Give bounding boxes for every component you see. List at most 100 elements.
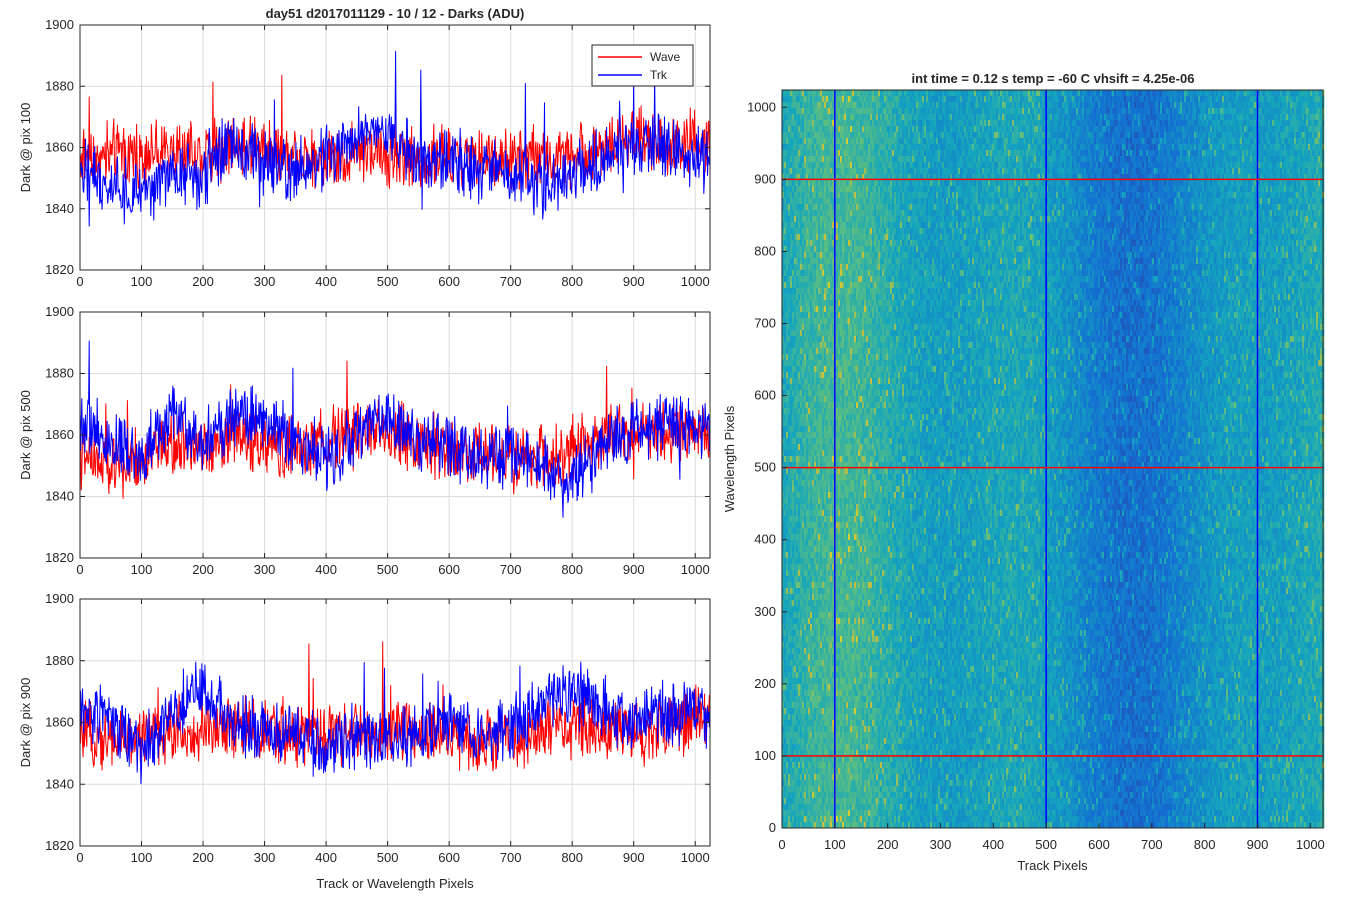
heatmap-cell bbox=[852, 228, 855, 235]
heatmap-cell bbox=[838, 744, 841, 751]
heatmap-cell bbox=[838, 522, 841, 529]
heatmap-cell bbox=[852, 816, 855, 823]
heatmap-cell bbox=[828, 186, 831, 193]
heatmap-cell bbox=[830, 126, 833, 133]
heatmap-cell bbox=[800, 132, 803, 139]
heatmap-cell bbox=[814, 276, 817, 283]
heatmap-cell bbox=[830, 756, 833, 763]
heatmap-cell bbox=[796, 642, 799, 649]
heatmap-cell bbox=[820, 582, 823, 589]
heatmap-cell bbox=[794, 498, 797, 505]
heatmap-cell bbox=[802, 144, 805, 151]
heatmap-cell bbox=[808, 786, 811, 793]
heatmap-cell bbox=[832, 180, 835, 187]
heatmap-cell bbox=[828, 690, 831, 697]
heatmap-cell bbox=[844, 174, 847, 181]
heatmap-cell bbox=[840, 684, 843, 691]
x-tick-label: 800 bbox=[561, 274, 583, 289]
heatmap-cell bbox=[792, 426, 795, 433]
heatmap-cell bbox=[840, 390, 843, 397]
heatmap-cell bbox=[836, 312, 839, 319]
heatmap-cell bbox=[786, 816, 789, 823]
heatmap-cell bbox=[856, 96, 859, 103]
heatmap-cell bbox=[858, 126, 861, 133]
heatmap-cell bbox=[844, 336, 847, 343]
heatmap-cell bbox=[796, 342, 799, 349]
heatmap-cell bbox=[824, 222, 827, 229]
heatmap-cell bbox=[828, 330, 831, 337]
heatmap-cell bbox=[842, 492, 845, 499]
heatmap-cell bbox=[818, 552, 821, 559]
heatmap-cell bbox=[826, 618, 829, 625]
heatmap-cell bbox=[806, 318, 809, 325]
heatmap-cell bbox=[808, 354, 811, 361]
heatmap-cell bbox=[820, 456, 823, 463]
heatmap-cell bbox=[804, 648, 807, 655]
heatmap-cell bbox=[850, 132, 853, 139]
heatmap-cell bbox=[826, 552, 829, 559]
heatmap-cell bbox=[848, 108, 851, 115]
heatmap-cell bbox=[786, 516, 789, 523]
heatmap-cell bbox=[822, 756, 825, 763]
heatmap-cell bbox=[858, 414, 861, 421]
heatmap-cell bbox=[792, 468, 795, 475]
heatmap-cell bbox=[782, 114, 785, 121]
heatmap-cell bbox=[786, 336, 789, 343]
heatmap-cell bbox=[846, 564, 849, 571]
heatmap-cell bbox=[854, 558, 857, 565]
heatmap-cell bbox=[822, 414, 825, 421]
heatmap-cell bbox=[846, 486, 849, 493]
heatmap-cell bbox=[784, 318, 787, 325]
heatmap-cell bbox=[830, 690, 833, 697]
heatmap-cell bbox=[832, 330, 835, 337]
heatmap-cell bbox=[796, 468, 799, 475]
heatmap-cell bbox=[824, 270, 827, 277]
heatmap-cell bbox=[792, 492, 795, 499]
heatmap-cell bbox=[856, 768, 859, 775]
heatmap-cell bbox=[808, 132, 811, 139]
heatmap-cell bbox=[818, 642, 821, 649]
heatmap-cell bbox=[824, 750, 827, 757]
heatmap-cell bbox=[798, 624, 801, 631]
heatmap-cell bbox=[854, 342, 857, 349]
heatmap-cell bbox=[816, 780, 819, 787]
heatmap-cell bbox=[802, 162, 805, 169]
heatmap-cell bbox=[786, 282, 789, 289]
heatmap-cell bbox=[840, 594, 843, 601]
heatmap-cell bbox=[808, 150, 811, 157]
heatmap-cell bbox=[806, 276, 809, 283]
heatmap-cell bbox=[848, 270, 851, 277]
heatmap-cell bbox=[856, 102, 859, 109]
heatmap-cell bbox=[810, 666, 813, 673]
heatmap-cell bbox=[844, 462, 847, 469]
heatmap-cell bbox=[810, 282, 813, 289]
heatmap-cell bbox=[786, 438, 789, 445]
heatmap-cell bbox=[824, 822, 827, 829]
heatmap-cell bbox=[846, 468, 849, 475]
heatmap-cell bbox=[788, 240, 791, 247]
heatmap-cell bbox=[802, 192, 805, 199]
heatmap-cell bbox=[838, 396, 841, 403]
heatmap-cell bbox=[786, 762, 789, 769]
heatmap-cell bbox=[790, 402, 793, 409]
heatmap-cell bbox=[858, 426, 861, 433]
heatmap-cell bbox=[842, 180, 845, 187]
heatmap-cell bbox=[840, 108, 843, 115]
heatmap-cell bbox=[830, 714, 833, 721]
heatmap-cell bbox=[838, 552, 841, 559]
heatmap-cell bbox=[844, 108, 847, 115]
heatmap-cell bbox=[804, 624, 807, 631]
heatmap-cell bbox=[788, 462, 791, 469]
heatmap-cell bbox=[802, 288, 805, 295]
heatmap-cell bbox=[806, 114, 809, 121]
heatmap-cell bbox=[840, 708, 843, 715]
heatmap-cell bbox=[852, 750, 855, 757]
heatmap-cell bbox=[826, 144, 829, 151]
heatmap-cell bbox=[786, 198, 789, 205]
heatmap-cell bbox=[848, 162, 851, 169]
heatmap-cell bbox=[844, 306, 847, 313]
heatmap-cell bbox=[854, 444, 857, 451]
heatmap-cell bbox=[800, 456, 803, 463]
heatmap-cell bbox=[802, 408, 805, 415]
